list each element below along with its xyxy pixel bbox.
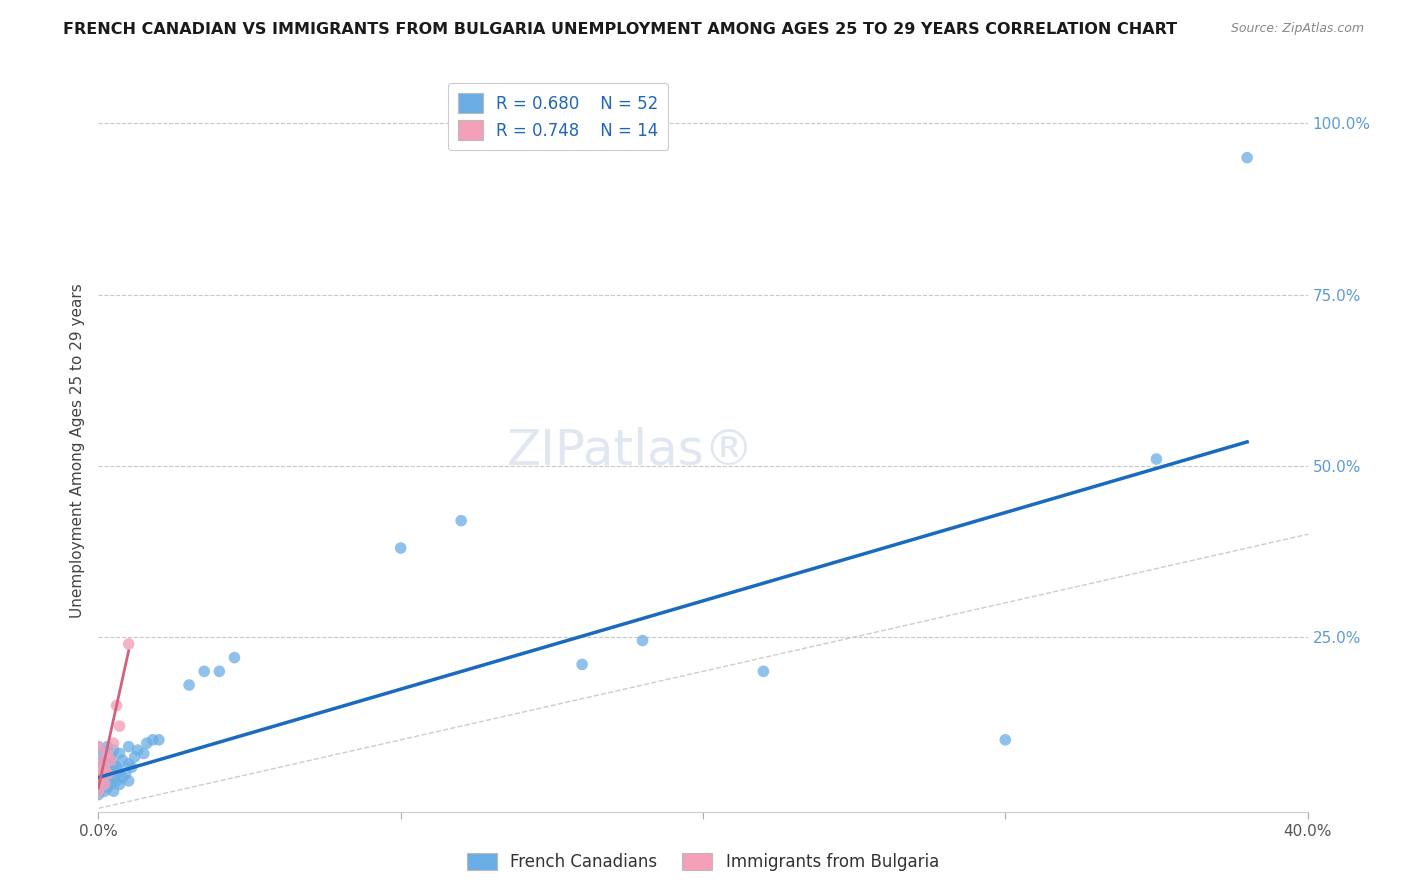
- Point: [208, 665, 231, 679]
- Point: [108, 777, 131, 791]
- Point: [93, 771, 115, 785]
- Point: [87, 747, 110, 761]
- Point: [148, 732, 170, 747]
- Point: [450, 514, 472, 528]
- Text: FRENCH CANADIAN VS IMMIGRANTS FROM BULGARIA UNEMPLOYMENT AMONG AGES 25 TO 29 YEA: FRENCH CANADIAN VS IMMIGRANTS FROM BULGA…: [63, 22, 1177, 37]
- Point: [87, 753, 110, 767]
- Point: [752, 665, 775, 679]
- Point: [111, 753, 134, 767]
- Point: [114, 767, 136, 781]
- Point: [179, 678, 201, 692]
- Point: [105, 698, 128, 713]
- Point: [100, 764, 122, 778]
- Point: [118, 756, 141, 771]
- Point: [135, 736, 157, 750]
- Point: [1236, 151, 1258, 165]
- Legend: French Canadians, Immigrants from Bulgaria: French Canadians, Immigrants from Bulgar…: [458, 845, 948, 880]
- Point: [93, 760, 115, 774]
- Point: [132, 747, 155, 761]
- Point: [87, 760, 110, 774]
- Point: [100, 777, 122, 791]
- Point: [96, 767, 118, 781]
- Point: [87, 788, 110, 802]
- Y-axis label: Unemployment Among Ages 25 to 29 years: Unemployment Among Ages 25 to 29 years: [69, 283, 84, 618]
- Point: [87, 784, 110, 798]
- Point: [87, 780, 110, 795]
- Point: [103, 771, 125, 785]
- Point: [87, 739, 110, 754]
- Point: [87, 773, 110, 788]
- Point: [571, 657, 593, 672]
- Point: [96, 747, 118, 761]
- Point: [142, 732, 165, 747]
- Point: [87, 753, 110, 767]
- Point: [96, 739, 118, 754]
- Point: [103, 736, 125, 750]
- Text: Source: ZipAtlas.com: Source: ZipAtlas.com: [1230, 22, 1364, 36]
- Legend: R = 0.680    N = 52, R = 0.748    N = 14: R = 0.680 N = 52, R = 0.748 N = 14: [447, 83, 668, 151]
- Point: [108, 719, 131, 733]
- Point: [87, 773, 110, 788]
- Point: [118, 773, 141, 788]
- Point: [96, 780, 118, 795]
- Point: [118, 637, 141, 651]
- Point: [87, 767, 110, 781]
- Point: [193, 665, 215, 679]
- Point: [224, 650, 246, 665]
- Point: [96, 753, 118, 767]
- Point: [87, 739, 110, 754]
- Point: [1144, 452, 1167, 467]
- Point: [111, 771, 134, 785]
- Point: [100, 750, 122, 764]
- Point: [103, 756, 125, 771]
- Point: [93, 756, 115, 771]
- Point: [103, 784, 125, 798]
- Point: [994, 732, 1017, 747]
- Text: ZIPatlas®: ZIPatlas®: [506, 426, 755, 475]
- Point: [121, 760, 143, 774]
- Point: [389, 541, 412, 555]
- Point: [124, 750, 146, 764]
- Point: [103, 743, 125, 757]
- Point: [100, 753, 122, 767]
- Point: [108, 747, 131, 761]
- Point: [87, 764, 110, 778]
- Point: [631, 633, 654, 648]
- Point: [105, 760, 128, 774]
- Point: [118, 739, 141, 754]
- Point: [93, 777, 115, 791]
- Point: [93, 784, 115, 798]
- Point: [108, 764, 131, 778]
- Point: [127, 743, 149, 757]
- Point: [105, 773, 128, 788]
- Point: [96, 767, 118, 781]
